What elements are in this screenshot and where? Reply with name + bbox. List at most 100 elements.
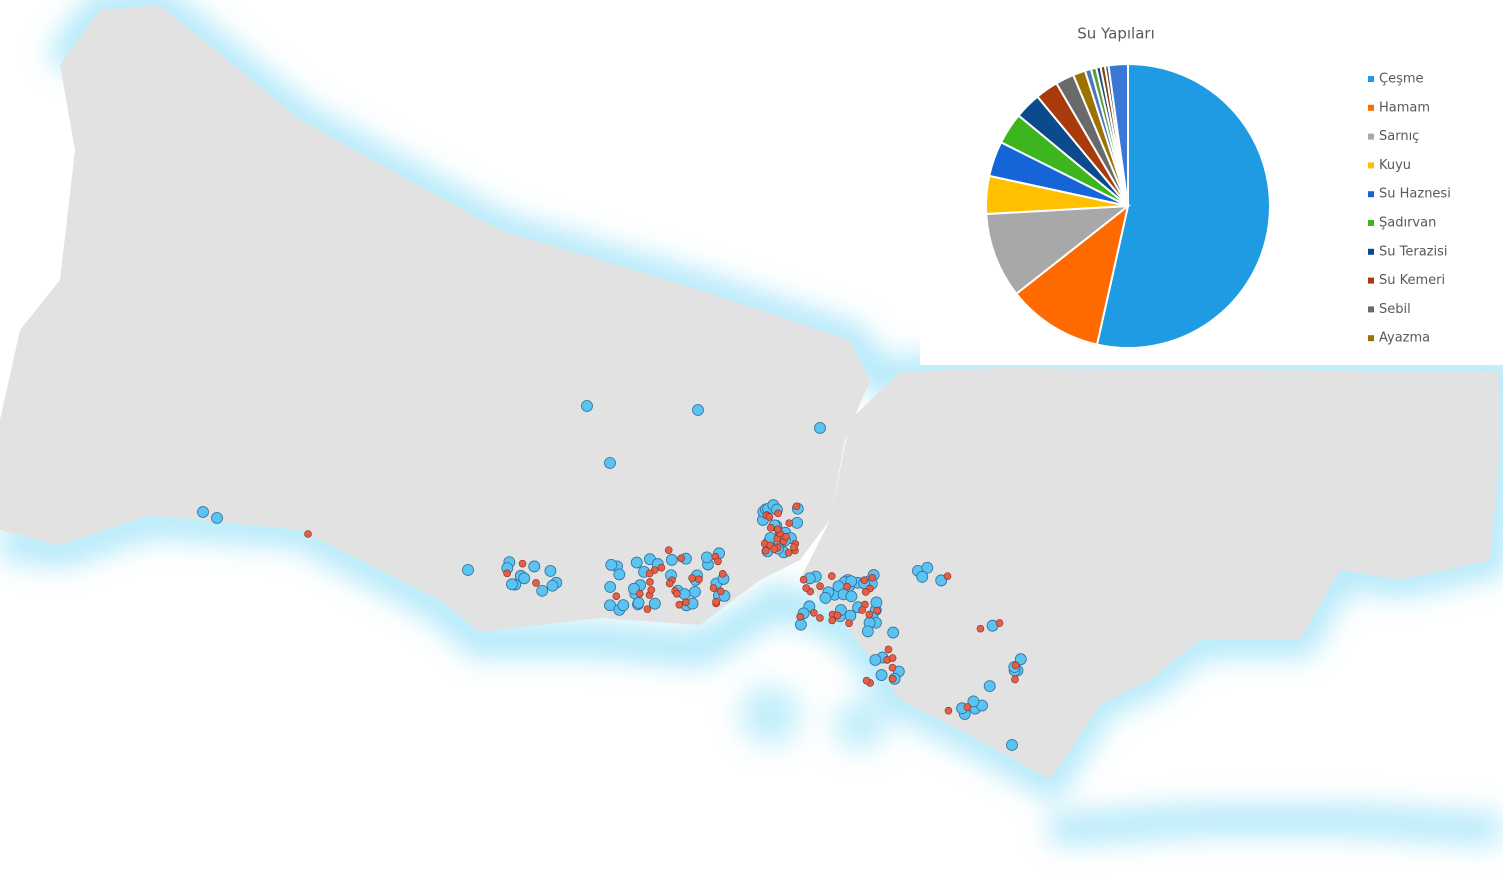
site-marker (700, 551, 713, 564)
site-marker (868, 573, 877, 582)
site-marker (648, 597, 661, 610)
site-marker (816, 614, 824, 622)
site-marker (1011, 675, 1019, 684)
land (0, 5, 1500, 780)
site-marker (792, 502, 801, 511)
legend-label: Su Terazisi (1379, 244, 1448, 259)
site-marker (761, 546, 770, 555)
site-marker (784, 548, 793, 557)
pie-slice (1014, 203, 1130, 346)
site-marker (664, 546, 673, 554)
site-marker (844, 609, 857, 622)
site-marker (604, 457, 616, 469)
site-marker (802, 584, 810, 592)
site-marker (814, 422, 826, 434)
legend-marker (1368, 76, 1374, 82)
site-marker (865, 610, 874, 619)
site-marker (843, 582, 851, 591)
chart-title: Su Yapıları (1077, 25, 1154, 43)
site-marker (935, 574, 948, 587)
site-markers (197, 400, 1027, 751)
site-marker (862, 676, 871, 685)
pie-slice (985, 204, 1132, 296)
site-marker (858, 606, 866, 614)
site-marker (944, 706, 953, 715)
site-marker (967, 695, 980, 708)
site-marker (774, 509, 782, 518)
site-marker (665, 579, 674, 588)
site-marker (845, 619, 853, 628)
site-marker (518, 572, 531, 585)
legend-label: Su Haznesi (1379, 187, 1451, 202)
legend-label: Hamam (1379, 100, 1430, 115)
legend-marker (1368, 133, 1374, 140)
legend-marker (1368, 277, 1374, 284)
site-marker (716, 587, 725, 596)
site-marker (462, 564, 474, 576)
legend-marker (1368, 104, 1374, 111)
pie-slice (1095, 62, 1271, 349)
site-marker (810, 608, 818, 617)
site-marker (861, 588, 870, 596)
site-marker (799, 575, 808, 584)
site-marker (647, 586, 656, 594)
site-marker (1014, 653, 1027, 666)
site-marker (544, 565, 557, 577)
site-marker (506, 578, 518, 591)
site-marker (682, 598, 690, 607)
site-marker (635, 589, 644, 598)
legend-marker (1368, 162, 1374, 169)
site-marker (692, 404, 704, 416)
site-marker (995, 619, 1004, 627)
site-marker (869, 654, 882, 666)
site-marker (916, 570, 929, 583)
site-marker (675, 600, 684, 609)
legend-label: Sarnıç (1379, 129, 1419, 144)
site-marker (976, 624, 985, 633)
site-marker (211, 512, 223, 524)
legend-label: Ayazma (1379, 331, 1430, 346)
site-marker (688, 574, 696, 582)
legend-label: Çeşme (1379, 72, 1424, 87)
site-marker (632, 597, 645, 609)
site-marker (983, 680, 996, 693)
legend-marker (1368, 335, 1374, 342)
legend-marker (1368, 220, 1374, 226)
site-marker (884, 645, 893, 654)
site-marker (673, 589, 681, 598)
site-marker (782, 532, 790, 541)
site-marker (816, 582, 824, 590)
site-marker (888, 674, 897, 683)
site-marker (875, 669, 888, 681)
site-marker (645, 569, 654, 578)
site-marker (689, 585, 701, 598)
site-marker (712, 597, 720, 606)
site-marker (1006, 739, 1018, 751)
site-marker (887, 626, 900, 639)
site-marker (646, 578, 654, 586)
legend-marker (1368, 191, 1374, 198)
pie-slice (1107, 62, 1129, 207)
site-marker (617, 599, 630, 612)
site-marker (773, 525, 782, 534)
site-marker (819, 592, 832, 604)
site-marker (861, 625, 874, 638)
site-marker (532, 579, 540, 587)
site-marker (860, 576, 869, 585)
site-marker (503, 569, 511, 578)
site-marker (518, 559, 527, 568)
legend-label: Şadırvan (1379, 216, 1436, 231)
site-marker (604, 581, 617, 593)
site-marker (581, 400, 593, 412)
site-marker (695, 575, 703, 584)
legend-label: Su Kemeri (1379, 273, 1445, 288)
site-marker (888, 654, 897, 662)
site-marker (536, 584, 549, 597)
site-marker (766, 524, 775, 532)
pie (985, 62, 1271, 349)
site-marker (963, 703, 972, 711)
legend-marker (1368, 306, 1374, 313)
site-marker (197, 506, 209, 518)
site-marker (828, 616, 836, 625)
